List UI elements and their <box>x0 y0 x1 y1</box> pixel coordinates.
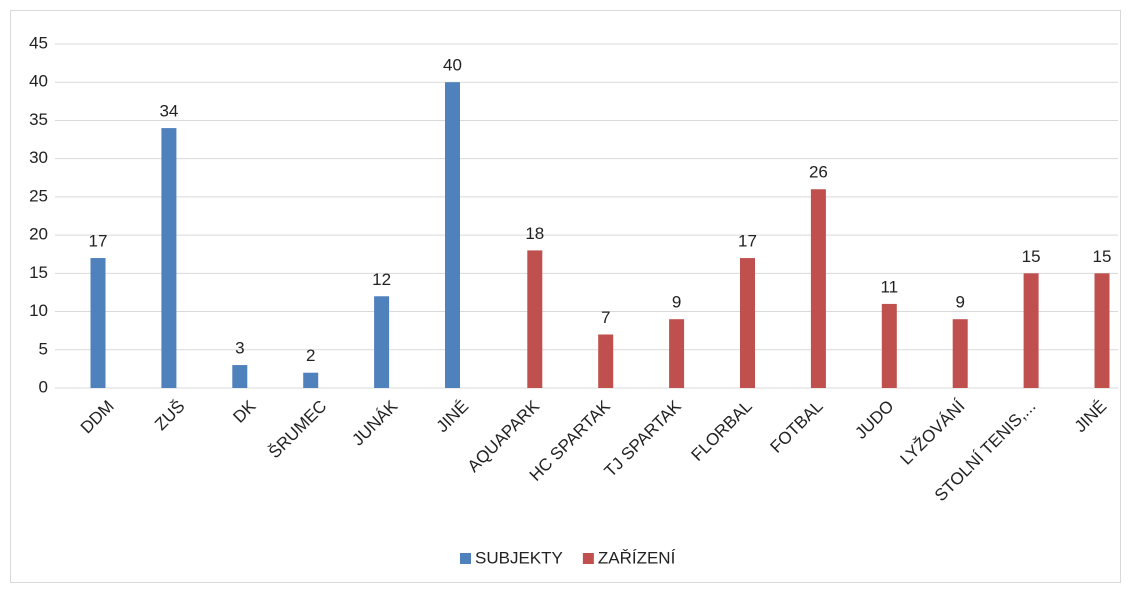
y-tick-label: 20 <box>29 225 48 244</box>
bar <box>952 319 968 388</box>
bar <box>598 334 614 388</box>
bar <box>303 372 319 388</box>
value-label: 18 <box>525 224 544 243</box>
value-label: 34 <box>159 102 178 121</box>
value-label: 17 <box>89 232 108 251</box>
value-label: 40 <box>443 56 462 75</box>
bar <box>1023 273 1039 388</box>
y-tick-label: 45 <box>29 33 48 52</box>
bar <box>161 128 177 389</box>
value-label: 26 <box>809 163 828 182</box>
value-label: 17 <box>738 232 757 251</box>
value-label: 15 <box>1093 247 1112 266</box>
y-tick-label: 35 <box>29 110 48 129</box>
legend-label: SUBJEKTY <box>475 548 563 567</box>
value-label: 2 <box>306 346 315 365</box>
bar <box>1094 273 1110 388</box>
legend-swatch <box>582 553 594 564</box>
bar <box>740 258 755 388</box>
bar <box>374 296 390 388</box>
y-tick-label: 0 <box>39 377 48 396</box>
y-tick-label: 10 <box>29 301 48 320</box>
bar <box>810 189 826 388</box>
value-label: 15 <box>1022 247 1041 266</box>
value-label: 12 <box>372 270 391 289</box>
bar <box>445 82 460 388</box>
y-tick-label: 40 <box>29 72 48 91</box>
value-label: 3 <box>235 339 244 358</box>
y-tick-label: 30 <box>29 148 48 167</box>
bar <box>232 365 248 388</box>
bar <box>90 258 106 388</box>
bar <box>527 250 543 388</box>
y-tick-label: 5 <box>39 339 48 358</box>
y-tick-label: 25 <box>29 186 48 205</box>
value-label: 7 <box>601 308 610 327</box>
bar <box>669 319 685 388</box>
bar <box>881 303 897 388</box>
chart-border <box>10 10 1121 583</box>
value-label: 9 <box>672 293 681 312</box>
value-label: 9 <box>955 293 964 312</box>
value-label: 11 <box>880 277 898 296</box>
y-tick-label: 15 <box>29 263 48 282</box>
legend-swatch <box>460 553 471 564</box>
legend-label: ZAŘÍZENÍ <box>598 548 676 567</box>
